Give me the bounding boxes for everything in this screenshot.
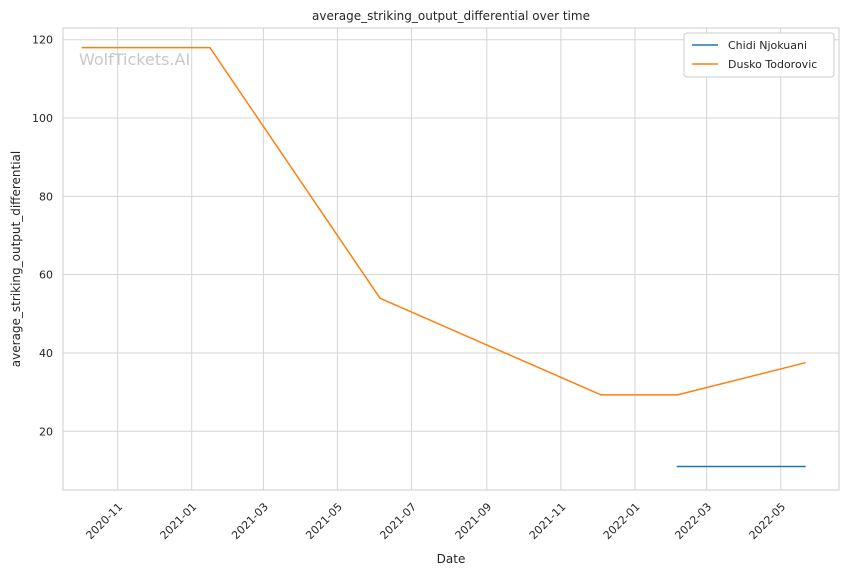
x-axis-label: Date [437, 552, 466, 566]
legend-label: Chidi Njokuani [728, 39, 807, 52]
gridlines [63, 28, 839, 490]
y-tick-label: 80 [39, 190, 53, 203]
data-point [804, 361, 806, 364]
x-tick-label: 2022-05 [747, 500, 789, 542]
y-tick-label: 20 [39, 425, 53, 438]
series-line [82, 46, 806, 396]
data-point [600, 394, 602, 396]
legend-label: Dusko Todorovic [728, 58, 817, 71]
x-tick-labels: 2020-11 2021-01 2021-03 2021-05 2021-07 2021-… [84, 500, 789, 542]
watermark: WolfTickets.AI [79, 50, 190, 69]
y-tick-label: 120 [32, 34, 53, 47]
x-tick-label: 2021-11 [527, 500, 569, 542]
x-tick-label: 2022-01 [601, 500, 643, 542]
x-tick-label: 2021-01 [158, 500, 200, 542]
data-point [676, 465, 679, 468]
plot-area-frame [62, 27, 840, 491]
y-tick-label: 60 [39, 269, 53, 282]
x-tick-label: 2021-05 [303, 500, 345, 542]
data-point [379, 297, 381, 299]
y-tick-label: 40 [39, 347, 53, 360]
y-tick-labels: 20 40 60 80 100 120 [32, 34, 53, 439]
x-tick-label: 2020-11 [84, 500, 126, 542]
x-tick-label: 2022-03 [672, 500, 714, 542]
x-tick-label: 2021-09 [453, 500, 495, 542]
x-tick-label: 2021-03 [229, 500, 271, 542]
data-point [209, 46, 211, 49]
series-lines [81, 46, 806, 468]
data-point [804, 465, 806, 468]
legend-box [683, 32, 835, 78]
data-point [81, 46, 84, 49]
x-tick-label: 2021-07 [377, 500, 419, 542]
legend: Chidi Njokuani Dusko Todorovic [683, 32, 835, 78]
y-axis-label: average_striking_output_differential [9, 151, 23, 367]
chart-title: average_striking_output_differential ove… [312, 9, 590, 23]
data-point [676, 394, 679, 396]
y-tick-label: 100 [32, 112, 53, 125]
